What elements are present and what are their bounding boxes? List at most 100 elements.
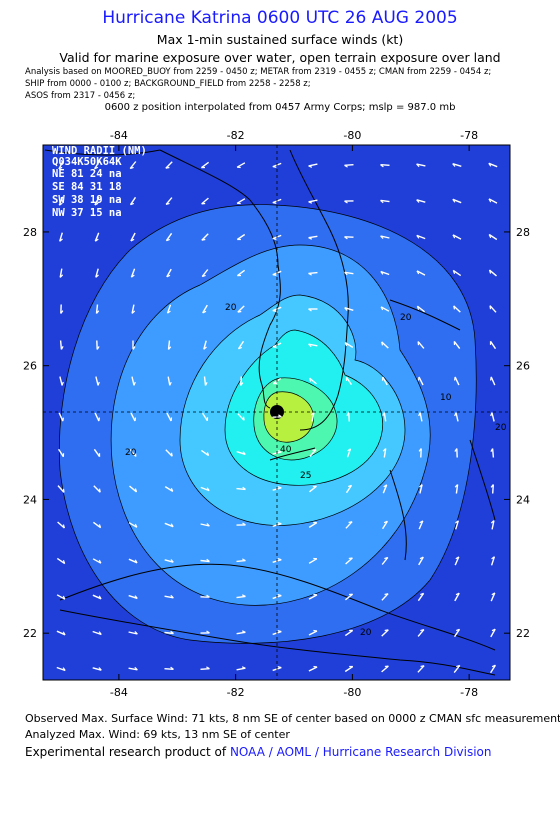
wind-arrow	[129, 449, 137, 457]
wind-arrow-head	[62, 559, 66, 564]
wind-arrow-head	[134, 559, 138, 564]
wind-arrow	[344, 665, 354, 673]
wind-arrow	[165, 161, 173, 169]
wind-arrow	[381, 665, 389, 673]
wind-arrow-head	[344, 236, 348, 240]
wind-arrow	[344, 342, 354, 348]
wind-arrow	[417, 629, 425, 637]
wind-arrow-head	[98, 524, 102, 528]
wind-arrow-head	[454, 448, 458, 452]
wind-arrow	[130, 232, 136, 242]
wind-arrow-head	[60, 310, 64, 314]
wind-arrow-head	[452, 163, 456, 167]
wind-arrow-head	[170, 559, 174, 563]
wind-arrow	[95, 304, 99, 314]
analyzed-max-wind: Analyzed Max. Wind: 69 kts, 13 nm SE of …	[25, 728, 290, 741]
wind-arrow-head	[491, 556, 495, 560]
wind-arrow-head	[94, 166, 99, 170]
lon-tick-label: -84	[110, 129, 128, 142]
analysis-line-3: ASOS from 2317 - 0456 z;	[25, 91, 136, 101]
wind-arrow-head	[59, 238, 63, 242]
wind-arrow	[201, 197, 209, 205]
analysis-line-2: SHIP from 0000 - 0100 z; BACKGROUND_FIEL…	[25, 79, 311, 89]
wind-arrow	[309, 449, 317, 457]
wind-arrow-head	[454, 376, 456, 381]
wind-arrow-head	[384, 629, 389, 632]
wind-arrow-head	[170, 630, 174, 634]
wind-arrow-head	[308, 165, 313, 168]
wind-arrow-head	[488, 162, 492, 167]
wind-arrow-head	[416, 163, 420, 168]
wind-arrow	[418, 376, 424, 386]
wind-arrow	[308, 666, 318, 672]
wind-arrow-head	[308, 272, 312, 276]
wind-arrow	[202, 304, 208, 314]
contour-label: 20	[400, 313, 412, 323]
wind-arrow	[454, 556, 460, 566]
lon-tick-label: -78	[460, 686, 478, 699]
wind-arrow-head	[134, 666, 138, 671]
wind-arrow	[164, 595, 174, 599]
wind-contours	[59, 204, 477, 644]
wind-arrow	[164, 668, 174, 670]
wind-arrow-head	[488, 269, 492, 274]
wind-arrow-head	[98, 488, 101, 493]
wind-arrow	[490, 556, 496, 566]
wind-arrow-head	[310, 412, 315, 416]
wind-arrow	[203, 340, 207, 350]
bahamas-north	[389, 299, 461, 331]
contour-labels: 20 20 20 20 25 40 10 20	[125, 303, 507, 638]
wind-arrow	[130, 412, 136, 422]
wind-arrow-head	[98, 595, 102, 600]
wind-arrow-head	[308, 343, 312, 348]
wind-arrow	[128, 594, 138, 600]
wind-arrow	[308, 594, 318, 600]
wind-arrow-head	[167, 310, 171, 314]
wind-arrow-head	[58, 166, 63, 170]
wind-arrow	[419, 412, 423, 422]
wind-arrow-head	[170, 523, 174, 528]
wind-arrow	[416, 199, 426, 203]
wind-arrow	[203, 376, 207, 386]
wind-arrow-head	[272, 310, 277, 312]
hrd-link[interactable]: NOAA / AOML / Hurricane Research Divisio…	[229, 745, 492, 759]
wind-arrow	[416, 163, 426, 167]
wind-arrow	[128, 558, 138, 564]
wind-arrow-head	[417, 376, 420, 381]
wind-arrow-head	[242, 416, 245, 421]
wind-arrow-head	[242, 486, 246, 490]
wind-arrow-head	[134, 523, 138, 528]
cuba-south-coast	[59, 609, 496, 676]
wind-arrow	[490, 628, 496, 638]
map-subtitle: Max 1-min sustained surface winds (kt)	[156, 32, 404, 47]
lat-tick-label: 22	[516, 627, 530, 640]
product-credit: Experimental research product of NOAA / …	[25, 745, 492, 759]
wind-arrow-head	[165, 202, 170, 205]
wind-arrow	[237, 340, 245, 350]
wind-arrow-head	[130, 238, 135, 242]
wind-arrow-head	[416, 235, 420, 239]
wind-arrow-head	[168, 346, 172, 350]
wind-arrow-head	[490, 520, 495, 524]
wind-arrow-head	[452, 234, 456, 239]
wind-arrow-head	[272, 166, 277, 168]
wind-arrow-head	[453, 305, 456, 310]
wind-arrow-head	[348, 521, 353, 524]
wind-arrow-head	[58, 202, 63, 206]
wind-arrow-head	[206, 594, 210, 598]
wind-arrow	[418, 520, 424, 530]
wind-arrow-head	[381, 341, 384, 346]
wind-arrow-head	[277, 630, 282, 633]
wind-arrow-head	[206, 666, 210, 670]
wind-arrow	[130, 268, 136, 278]
wind-arrow-head	[241, 630, 246, 633]
wind-arrow-head	[454, 484, 459, 488]
wind-arrow	[237, 413, 245, 421]
wind-arrow	[94, 232, 100, 242]
wind-arrow	[489, 305, 497, 313]
wind-arrow-head	[242, 522, 246, 526]
wind-arrow	[164, 631, 174, 635]
wind-arrow	[128, 631, 138, 635]
wind-arrow	[489, 340, 497, 350]
wind-arrow	[165, 197, 173, 205]
